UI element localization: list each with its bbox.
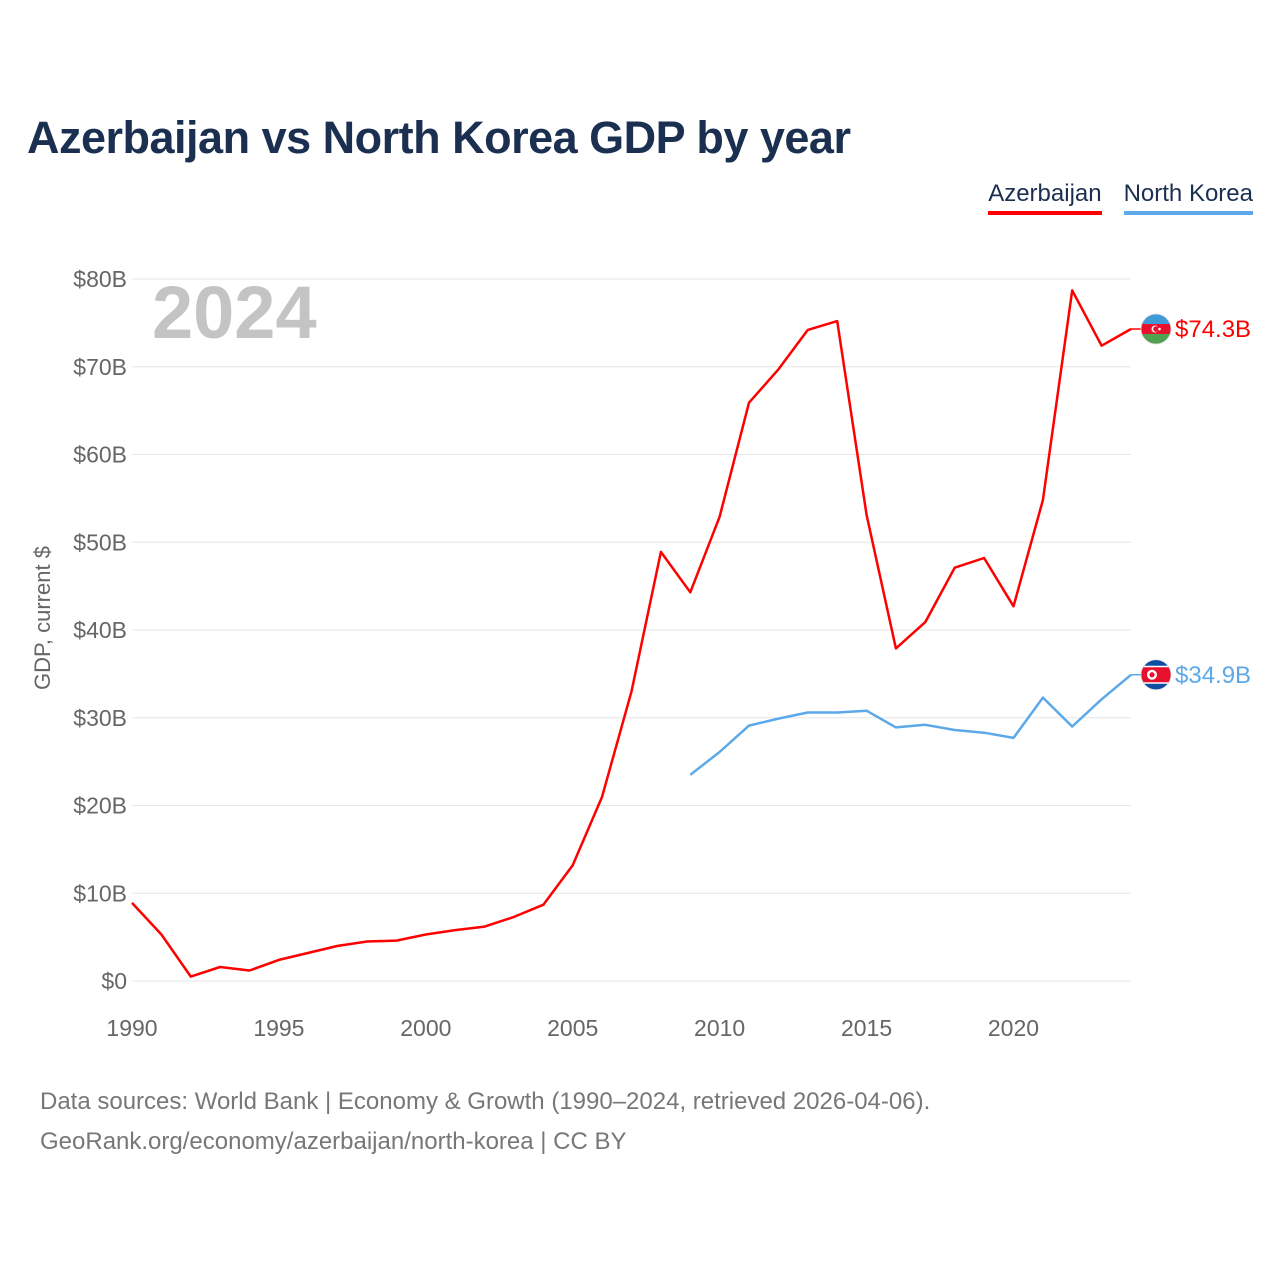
x-tick-label: 2005 (547, 1015, 598, 1041)
y-tick-label: $80B (73, 266, 127, 292)
legend-item-azerbaijan[interactable]: Azerbaijan (988, 180, 1102, 215)
y-tick-label: $50B (73, 529, 127, 555)
north-korea-flag-icon (1140, 659, 1172, 691)
footer-attribution[interactable]: GeoRank.org/economy/azerbaijan/north-kor… (40, 1128, 627, 1155)
y-axis-ticks: $0 $10B $20B $30B $40B $50B $60B $70B $80B (73, 266, 127, 994)
y-tick-label: $70B (73, 354, 127, 380)
footer: Data sources: World Bank | Economy & Gro… (40, 1082, 930, 1162)
end-value-north-korea: $34.9B (1175, 662, 1251, 689)
y-tick-label: $20B (73, 793, 127, 819)
x-tick-label: 2015 (841, 1015, 892, 1041)
footer-sources: Data sources: World Bank | Economy & Gro… (40, 1088, 931, 1115)
y-tick-label: $10B (73, 880, 127, 906)
series-line-azerbaijan[interactable] (131, 289, 1132, 978)
series-line-north-korea[interactable] (689, 673, 1132, 776)
legend-item-north-korea[interactable]: North Korea (1123, 180, 1253, 215)
x-tick-label: 2020 (988, 1015, 1039, 1041)
x-tick-label: 1995 (253, 1015, 304, 1041)
series-lines (131, 289, 1132, 978)
legend: Azerbaijan North Korea (988, 180, 1253, 215)
azerbaijan-flag-icon (1140, 313, 1172, 345)
y-tick-label: $0 (101, 968, 127, 994)
y-tick-label: $40B (73, 617, 127, 643)
y-tick-label: $60B (73, 442, 127, 468)
x-tick-label: 2010 (694, 1015, 745, 1041)
x-tick-label: 2000 (400, 1015, 451, 1041)
y-axis-label: GDP, current $ (30, 546, 55, 690)
year-watermark: 2024 (152, 271, 317, 354)
gridlines (132, 278, 1131, 982)
y-tick-label: $30B (73, 705, 127, 731)
x-tick-label: 1990 (106, 1015, 157, 1041)
gdp-line-chart: 2024 $0$10B$20B$30B$40B$50B$60B$70B$80B … (30, 266, 1251, 1041)
chart-title: Azerbaijan vs North Korea GDP by year (27, 112, 851, 163)
series-end-markers: $74.3B $34.9B (1131, 313, 1251, 691)
end-value-azerbaijan: $74.3B (1175, 316, 1251, 343)
x-axis-ticks: 1990 1995 2000 2005 2010 2015 2020 (106, 1015, 1039, 1041)
